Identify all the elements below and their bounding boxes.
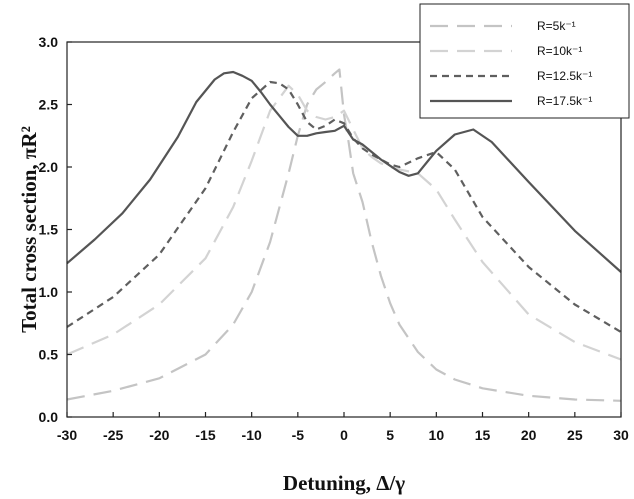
plot-area: -30 -25 -20 -15 -10 -5 0 5 10 15 20 25 30 0.0 0.5 1.0 1… <box>39 34 629 443</box>
x-tick-label: -25 <box>103 427 123 443</box>
y-tick-label: 0.0 <box>39 409 59 425</box>
x-tick-label: 0 <box>340 427 348 443</box>
x-tick-label: 5 <box>386 427 394 443</box>
x-tick-label: 15 <box>475 427 491 443</box>
legend-label-1: R=10k⁻¹ <box>537 44 582 58</box>
x-axis: -30 -25 -20 -15 -10 -5 0 5 10 15 20 25 30 <box>57 412 629 443</box>
x-tick-label: -20 <box>149 427 169 443</box>
x-tick-label: 20 <box>521 427 537 443</box>
legend-label-2: R=12.5k⁻¹ <box>537 69 592 83</box>
y-tick-label: 2.5 <box>39 97 59 113</box>
x-tick-label: -5 <box>292 427 305 443</box>
series-line-1 <box>66 84 622 361</box>
x-tick-label: 25 <box>567 427 583 443</box>
x-tick-label: -30 <box>57 427 77 443</box>
x-tick-label: 10 <box>429 427 445 443</box>
y-axis: 0.0 0.5 1.0 1.5 2.0 2.5 3.0 <box>39 34 72 425</box>
x-tick-label: -10 <box>242 427 262 443</box>
series-layer <box>66 68 622 402</box>
series-line-2 <box>66 80 622 333</box>
y-axis-title: Total cross section, πR² <box>17 126 41 333</box>
y-tick-label: 2.0 <box>39 159 59 175</box>
legend-label-3: R=17.5k⁻¹ <box>537 94 592 108</box>
legend-box <box>419 3 630 119</box>
y-tick-label: 1.0 <box>39 284 59 300</box>
x-axis-title: Detuning, Δ/γ <box>283 471 405 495</box>
x-tick-label: 30 <box>613 427 629 443</box>
series-line-0 <box>66 68 622 402</box>
y-tick-label: 3.0 <box>39 34 59 50</box>
series-line-3 <box>66 70 622 273</box>
legend: R=5k⁻¹ R=10k⁻¹ R=12.5k⁻¹ R=17.5k⁻¹ <box>419 3 630 119</box>
x-tick-label: -15 <box>195 427 215 443</box>
y-tick-label: 0.5 <box>39 347 59 363</box>
legend-label-0: R=5k⁻¹ <box>537 19 576 33</box>
y-tick-label: 1.5 <box>39 222 59 238</box>
